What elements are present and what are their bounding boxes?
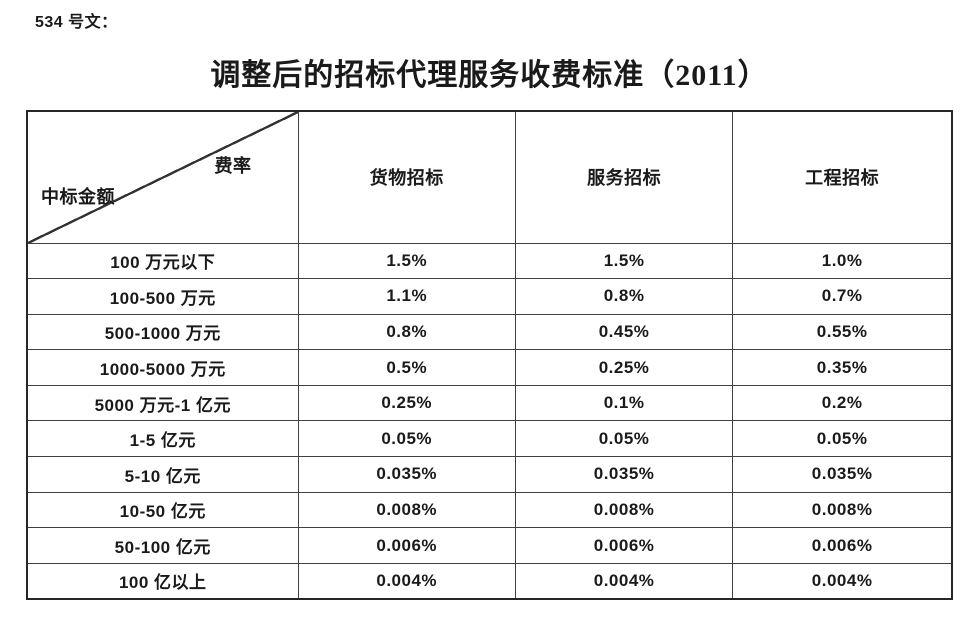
row-label-cell: 1000-5000 万元: [26, 349, 299, 386]
rate-cell: 0.008%: [514, 491, 734, 529]
rate-cell: 0.2%: [732, 384, 953, 422]
rate-cell: 0.8%: [297, 313, 516, 351]
rate-cell: 0.004%: [514, 562, 734, 600]
table-row: 500-1000 万元 0.8% 0.45% 0.55%: [26, 313, 953, 351]
rate-cell: 1.5%: [514, 242, 734, 280]
rate-cell: 0.5%: [297, 349, 516, 386]
table-row: 50-100 亿元 0.006% 0.006% 0.006%: [26, 527, 953, 564]
rate-cell: 0.35%: [732, 349, 953, 386]
rate-cell: 0.006%: [732, 527, 953, 564]
row-label-cell: 100 亿以上: [26, 562, 299, 600]
rate-cell: 0.008%: [297, 491, 516, 529]
rate-cell: 0.25%: [514, 349, 734, 386]
rate-cell: 0.035%: [732, 456, 953, 493]
row-label-cell: 500-1000 万元: [26, 313, 299, 351]
rate-cell: 0.004%: [732, 562, 953, 600]
rate-cell: 0.035%: [514, 456, 734, 493]
row-label-cell: 100-500 万元: [26, 278, 299, 315]
rate-cell: 1.1%: [297, 278, 516, 315]
rate-cell: 0.035%: [297, 456, 516, 493]
fee-standard-table: 费率 中标金额 货物招标 服务招标 工程招标 100 万元以下 1.5% 1.5% 1…: [26, 110, 953, 600]
rate-cell: 0.006%: [514, 527, 734, 564]
rate-cell: 0.05%: [514, 420, 734, 458]
rate-cell: 0.008%: [732, 491, 953, 529]
corner-label-rate: 费率: [214, 156, 252, 176]
rate-cell: 0.45%: [514, 313, 734, 351]
corner-label-award-amount: 中标金额: [41, 186, 115, 207]
table-header-row: 费率 中标金额 货物招标 服务招标 工程招标: [26, 110, 953, 244]
page-title: 调整后的招标代理服务收费标准（2011）: [210, 59, 769, 92]
rate-cell: 0.05%: [732, 420, 953, 458]
rate-cell: 0.05%: [297, 420, 516, 458]
row-label-cell: 1-5 亿元: [26, 420, 299, 458]
rate-cell: 0.25%: [297, 384, 516, 422]
rate-cell: 0.8%: [514, 278, 734, 315]
rate-cell: 1.0%: [732, 242, 953, 280]
table-body: 100 万元以下 1.5% 1.5% 1.0% 100-500 万元 1.1% 0.8% 0.…: [26, 242, 953, 600]
table-row: 5-10 亿元 0.035% 0.035% 0.035%: [26, 456, 953, 493]
row-label-cell: 50-100 亿元: [26, 527, 299, 564]
rate-cell: 0.006%: [297, 527, 516, 564]
row-label-cell: 10-50 亿元: [26, 491, 299, 529]
column-header-goods-bidding: 货物招标: [297, 110, 516, 244]
table-row: 100 万元以下 1.5% 1.5% 1.0%: [26, 242, 953, 280]
rate-cell: 0.1%: [514, 384, 734, 422]
row-label-cell: 5000 万元-1 亿元: [26, 384, 299, 422]
rate-cell: 0.004%: [297, 562, 516, 600]
table-row: 5000 万元-1 亿元 0.25% 0.1% 0.2%: [26, 384, 953, 422]
row-label-cell: 5-10 亿元: [26, 456, 299, 493]
rate-cell: 0.55%: [732, 313, 953, 351]
rate-cell: 0.7%: [732, 278, 953, 315]
table-row: 100 亿以上 0.004% 0.004% 0.004%: [26, 562, 953, 600]
table-row: 1-5 亿元 0.05% 0.05% 0.05%: [26, 420, 953, 458]
column-header-service-bidding: 服务招标: [514, 110, 734, 244]
diagonal-corner-cell: 费率 中标金额: [26, 110, 299, 244]
table-row: 1000-5000 万元 0.5% 0.25% 0.35%: [26, 349, 953, 386]
column-header-engineering-bidding: 工程招标: [732, 110, 953, 244]
table-row: 100-500 万元 1.1% 0.8% 0.7%: [26, 278, 953, 315]
rate-cell: 1.5%: [297, 242, 516, 280]
document-ref-label: 534 号文：: [35, 14, 118, 31]
row-label-cell: 100 万元以下: [26, 242, 299, 280]
table-row: 10-50 亿元 0.008% 0.008% 0.008%: [26, 491, 953, 529]
